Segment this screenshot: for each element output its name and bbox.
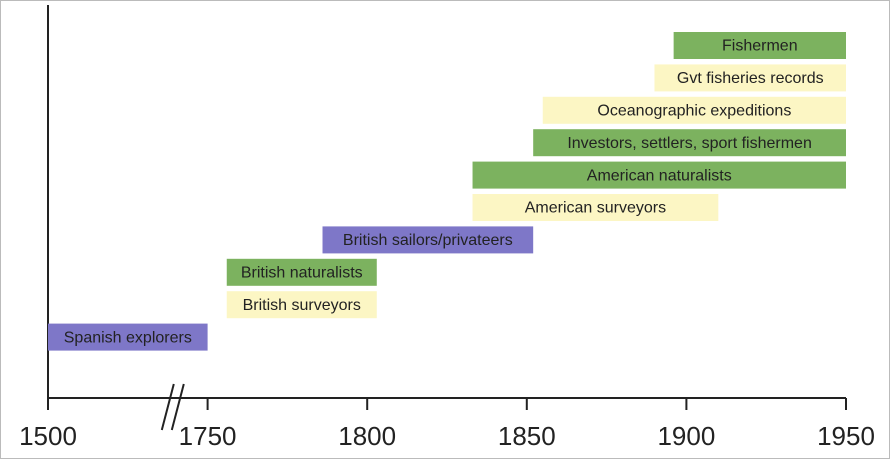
bar-label: American surveyors [525, 200, 666, 217]
bar-label: British sailors/privateers [343, 232, 513, 249]
bar-label: Oceanographic expeditions [597, 103, 791, 120]
timeline-bar [48, 323, 208, 351]
x-tick-label: 1900 [657, 421, 715, 451]
bar-label: Investors, settlers, sport fishermen [567, 135, 812, 152]
timeline-bar [654, 64, 846, 92]
bar-label: British naturalists [241, 265, 363, 282]
timeline-bar [472, 161, 846, 189]
timeline-bar [472, 194, 719, 221]
x-tick-label: 1800 [338, 421, 396, 451]
x-tick-label: 1850 [498, 421, 556, 451]
bar-label: Gvt fisheries records [677, 70, 824, 87]
axis-break [170, 383, 185, 431]
timeline-bar [533, 129, 846, 157]
timeline-bar [226, 258, 377, 286]
timeline-bar [226, 291, 377, 319]
bar-label: Spanish explorers [64, 329, 192, 346]
timeline-bar [542, 96, 846, 124]
bar-label: Fishermen [722, 38, 798, 55]
x-tick-label: 1750 [179, 421, 237, 451]
axis-break [160, 383, 175, 431]
x-tick-label: 1500 [19, 421, 77, 451]
bar-label: American naturalists [587, 167, 732, 184]
bar-label: British surveyors [243, 297, 361, 314]
timeline-bar [322, 226, 534, 254]
x-tick-label: 1950 [817, 421, 875, 451]
timeline-bar [673, 32, 846, 59]
